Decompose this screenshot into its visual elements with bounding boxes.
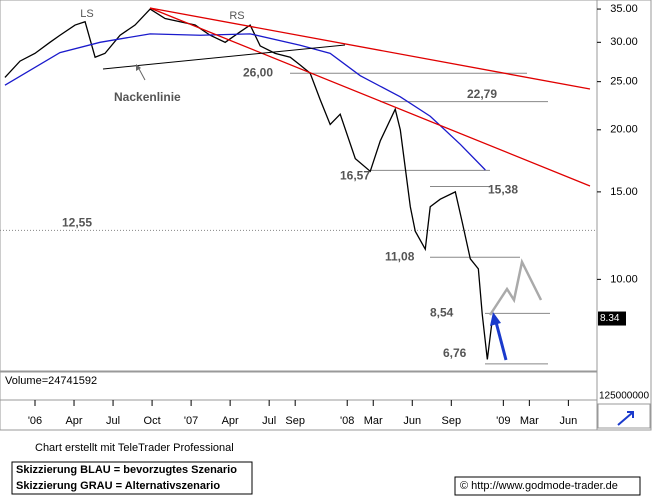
x-tick-label: Mar [364,415,383,427]
x-tick-label: Jun [403,415,421,427]
level-label: 15,38 [488,183,518,197]
logo-box [597,403,651,429]
volume-panel [0,371,598,401]
arrow-head [490,312,501,326]
legend-blue: Skizzierung BLAU = bevorzugtes Szenario [16,464,237,476]
blue-scenario [494,321,508,361]
x-tick-label: '09 [496,415,510,427]
volume-label: Volume=24741592 [5,375,97,387]
y-tick-label: 35.00 [610,3,638,15]
plot: 10.00 15.00 20.00 25.00 30.00 35.00 '06 Apr Jul O… [0,3,638,427]
x-tick-label: Sep [442,415,462,427]
x-tick-label: Jun [560,415,578,427]
y-tick-label: 15.00 [610,186,638,198]
logo [617,411,634,426]
x-tick-label: Jul [106,415,120,427]
level-label: 6,76 [443,346,467,360]
last-price-box [598,311,626,326]
level-label: 11,08 [385,249,415,263]
trendline [149,7,591,90]
x-tick-label: Oct [144,415,161,427]
legend-gray: Skizzierung GRAU = Alternativszenario [16,480,220,492]
x-tick-label: Apr [222,415,239,427]
level-label: 16,57 [340,169,370,183]
source: © http://www.godmode-trader.de [460,480,618,492]
x-tick-label: Apr [65,415,82,427]
x-tick-label: '07 [184,415,198,427]
last-price-label: 8.34 [600,313,620,324]
y-tick-label: 10.00 [610,273,638,285]
neckline-label: Nackenlinie [114,90,181,104]
plot-frame [0,0,598,372]
trendline [149,7,591,187]
gray-scenario [488,258,543,316]
x-tick-label: '08 [340,415,354,427]
level-label: 8,54 [430,306,454,320]
axis-panel [596,0,652,431]
y-tick-label: 25.00 [610,76,638,88]
level-label: 12,55 [62,216,92,230]
ls-label: LS [80,8,93,20]
x-tick-label: Mar [520,415,539,427]
level-label: 26,00 [243,65,273,79]
series-line [4,33,486,171]
x-tick-label: Sep [285,415,305,427]
series-line [4,8,493,360]
y-tick-label: 20.00 [610,124,638,136]
volume-tick: 125000000 [599,391,649,402]
level-label: 22,79 [467,87,497,101]
arrow-head [136,64,141,71]
legend-box [11,461,253,495]
neckline [102,44,346,70]
credit: Chart erstellt mit TeleTrader Profession… [35,442,234,454]
x-axis-panel [0,399,598,431]
x-tick-label: Jul [262,415,276,427]
neckline-arrow [137,66,146,81]
rs-label: RS [229,10,244,22]
source-box [454,476,641,496]
x-tick-label: '06 [28,415,42,427]
y-tick-label: 30.00 [610,36,638,48]
